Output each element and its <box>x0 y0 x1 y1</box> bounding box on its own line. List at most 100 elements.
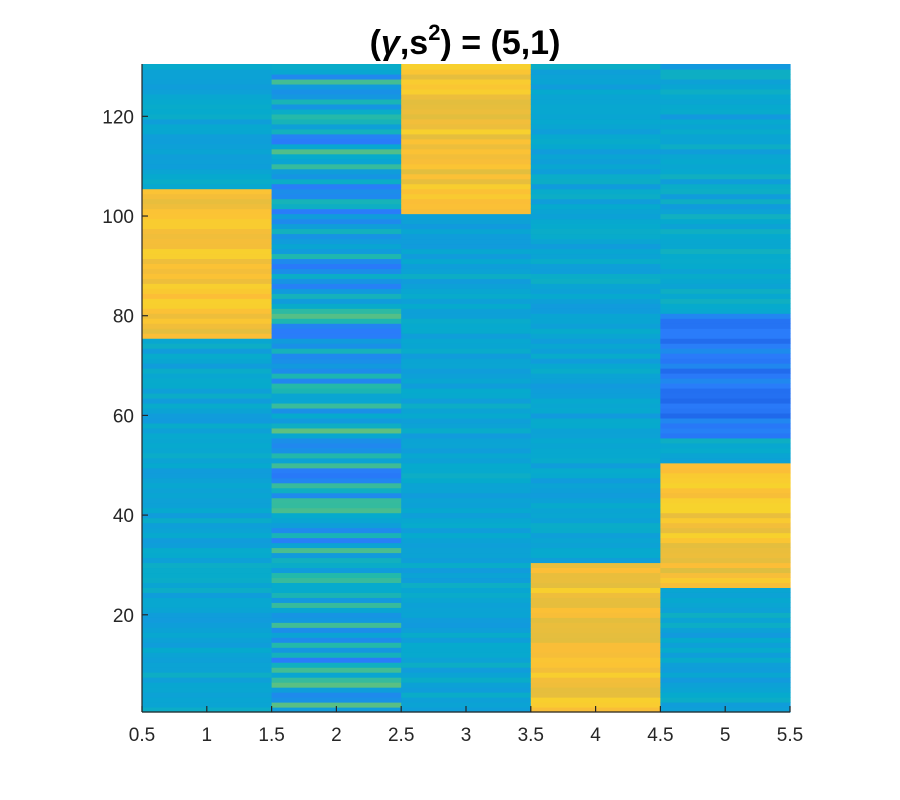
heatmap-cell <box>530 88 661 95</box>
heatmap-cell <box>660 218 791 225</box>
heatmap-cell <box>271 477 402 484</box>
heatmap-cell <box>401 442 532 449</box>
heatmap-cell <box>142 373 273 379</box>
heatmap-cell <box>660 452 791 459</box>
heatmap-cell <box>142 378 273 384</box>
heatmap-cell <box>401 168 532 175</box>
heatmap-cell <box>271 617 402 623</box>
heatmap-cell <box>401 612 532 618</box>
heatmap-cell <box>401 253 532 259</box>
heatmap-cell <box>660 607 791 613</box>
heatmap-cell <box>530 198 661 205</box>
heatmap-cell <box>530 113 661 120</box>
heatmap-cell <box>401 642 532 648</box>
heatmap-cell <box>142 602 273 608</box>
heatmap-cell <box>271 627 402 633</box>
heatmap-cell <box>271 253 402 259</box>
heatmap-cell <box>530 258 661 264</box>
heatmap-cell <box>142 402 273 409</box>
heatmap-cell <box>271 547 402 554</box>
heatmap-cell <box>660 667 791 673</box>
heatmap-cell <box>142 103 273 110</box>
x-tick-label: 3.5 <box>518 725 544 746</box>
heatmap-cell <box>142 537 273 544</box>
heatmap-cell <box>660 507 791 514</box>
heatmap-cell <box>401 343 532 349</box>
heatmap-cell <box>530 373 661 379</box>
heatmap-cell <box>530 103 661 110</box>
heatmap-cell <box>401 108 532 115</box>
heatmap-cell <box>401 697 532 703</box>
heatmap-cell <box>271 577 402 583</box>
heatmap-cell <box>271 88 402 95</box>
heatmap-cell <box>660 213 791 220</box>
heatmap-cell <box>142 477 273 484</box>
heatmap-cell <box>401 537 532 544</box>
heatmap-cell <box>142 198 273 205</box>
x-tick-label: 2.5 <box>388 725 414 746</box>
heatmap-cell <box>401 402 532 409</box>
y-tick-label: 20 <box>113 606 134 627</box>
heatmap-cell <box>401 73 532 80</box>
heatmap-cell <box>530 348 661 354</box>
heatmap-cell <box>530 562 661 569</box>
heatmap-cell <box>660 113 791 120</box>
heatmap-cell <box>401 682 532 688</box>
heatmap-cell <box>401 532 532 539</box>
heatmap-cell <box>530 328 661 334</box>
heatmap-cell <box>271 467 402 474</box>
heatmap-cell <box>401 417 532 424</box>
x-tick-label: 2 <box>331 725 342 746</box>
heatmap-cell <box>530 78 661 85</box>
heatmap-cell <box>142 188 273 195</box>
heatmap-cell <box>271 98 402 105</box>
heatmap-cell <box>660 278 791 284</box>
heatmap-cell <box>401 273 532 279</box>
heatmap-cell <box>530 397 661 404</box>
heatmap-cell <box>401 293 532 299</box>
heatmap-cell <box>401 522 532 529</box>
heatmap-cell <box>271 148 402 155</box>
heatmap-cell <box>271 293 402 299</box>
heatmap-cell <box>660 427 791 434</box>
heatmap-cell <box>142 692 273 698</box>
heatmap-cell <box>401 303 532 309</box>
heatmap-cell <box>530 657 661 663</box>
heatmap-cell <box>660 547 791 554</box>
heatmap-cell <box>142 233 273 240</box>
heatmap-cell <box>271 527 402 534</box>
heatmap-cell <box>271 158 402 165</box>
heatmap-cell <box>142 318 273 324</box>
heatmap-cell <box>401 148 532 155</box>
heatmap-cell <box>530 73 661 80</box>
heatmap-cell <box>271 243 402 250</box>
heatmap-cell <box>401 517 532 524</box>
heatmap-cell <box>142 407 273 414</box>
heatmap-cell <box>401 592 532 598</box>
heatmap-cell <box>530 138 661 145</box>
heatmap-cell <box>271 383 402 389</box>
heatmap-cell <box>401 637 532 643</box>
heatmap-cell <box>142 687 273 693</box>
heatmap-cell <box>530 557 661 564</box>
heatmap-cells <box>142 64 791 713</box>
heatmap-cell <box>401 103 532 110</box>
heatmap-cell <box>271 427 402 434</box>
heatmap-cell <box>271 338 402 344</box>
heatmap-cell <box>401 153 532 160</box>
heatmap-cell <box>401 218 532 225</box>
heatmap-cell <box>142 388 273 394</box>
heatmap-cell <box>530 437 661 444</box>
heatmap-cell <box>271 612 402 618</box>
heatmap-cell <box>660 178 791 185</box>
heatmap-cell <box>530 68 661 75</box>
heatmap-cell <box>142 392 273 399</box>
heatmap-cell <box>142 452 273 459</box>
heatmap-cell <box>401 497 532 504</box>
heatmap-cell <box>271 542 402 549</box>
heatmap-cell <box>271 582 402 588</box>
heatmap-cell <box>530 547 661 554</box>
heatmap-cell <box>142 248 273 255</box>
heatmap-cell <box>142 383 273 389</box>
heatmap-cell <box>530 93 661 100</box>
